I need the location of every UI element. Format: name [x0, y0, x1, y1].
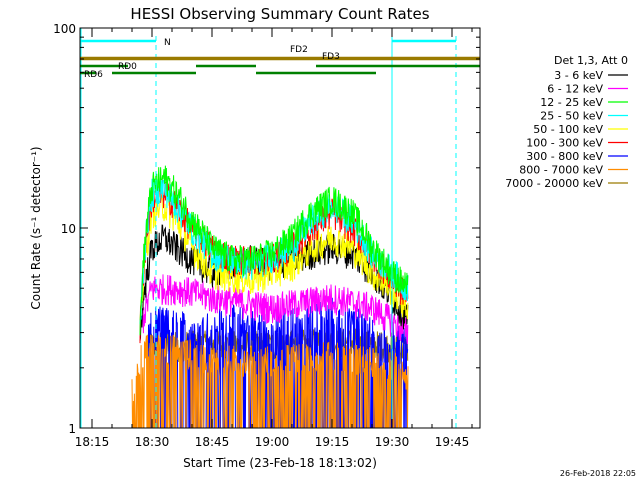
footer-timestamp: 26-Feb-2018 22:05	[560, 469, 636, 478]
legend-label-7000-20000-kev: 7000 - 20000 keV	[505, 177, 603, 190]
night-label: N	[164, 38, 171, 48]
series-line-100-300-kev	[139, 179, 409, 344]
axes-layer: 1 10 100 18:15 18:30 18:45 19:00 19:15 19:30 19:4…	[53, 22, 481, 449]
legend-label-50-100-kev: 50 - 100 keV	[533, 123, 603, 136]
legend-header: Det 1,3, Att 0	[554, 54, 628, 67]
legend-label-25-50-kev: 25 - 50 keV	[540, 110, 603, 123]
decimation-label-0: RD0	[118, 62, 137, 72]
x-axis-label: Start Time (23-Feb-18 18:13:02)	[183, 456, 377, 470]
series-line-12-25-kev	[139, 165, 409, 336]
legend-label-100-300-kev: 100 - 300 keV	[526, 137, 603, 150]
series-100-300-kev	[139, 179, 409, 344]
x-tick-label-1930: 19:30	[375, 435, 410, 449]
x-tick-label-1945: 19:45	[435, 435, 470, 449]
y-axis-label: Count Rate (s⁻¹ detector⁻¹)	[29, 146, 43, 309]
y-tick-label-1: 1	[68, 422, 76, 436]
chart-title: HESSI Observing Summary Count Rates	[130, 5, 429, 23]
legend-label-300-800-kev: 300 - 800 keV	[526, 150, 603, 163]
y-tick-label-100: 100	[53, 22, 76, 36]
x-tick-label-1915: 19:15	[315, 435, 350, 449]
series-line-6-12-kev	[139, 274, 409, 345]
series-layer	[131, 165, 409, 429]
legend-label-3-6-kev: 3 - 6 keV	[554, 69, 603, 82]
x-tick-label-1900: 19:00	[255, 435, 290, 449]
legend-label-800-7000-kev: 800 - 7000 keV	[519, 164, 603, 177]
fast-rate-label-0: FD2	[290, 45, 308, 55]
series-12-25-kev	[139, 165, 409, 336]
series-6-12-kev	[139, 274, 409, 345]
legend-label-12-25-kev: 12 - 25 keV	[540, 96, 603, 109]
fast-rate-label-1: FD3	[322, 52, 340, 62]
legend-label-6-12-kev: 6 - 12 keV	[547, 83, 603, 96]
series-800-7000-kev	[131, 334, 409, 429]
y-tick-label-10: 10	[61, 222, 76, 236]
x-tick-label-1815: 18:15	[75, 435, 110, 449]
x-tick-label-1845: 18:45	[195, 435, 230, 449]
x-tick-label-1830: 18:30	[135, 435, 170, 449]
decimation-label-1: RD6	[84, 70, 103, 80]
series-line-800-7000-kev	[131, 334, 409, 429]
